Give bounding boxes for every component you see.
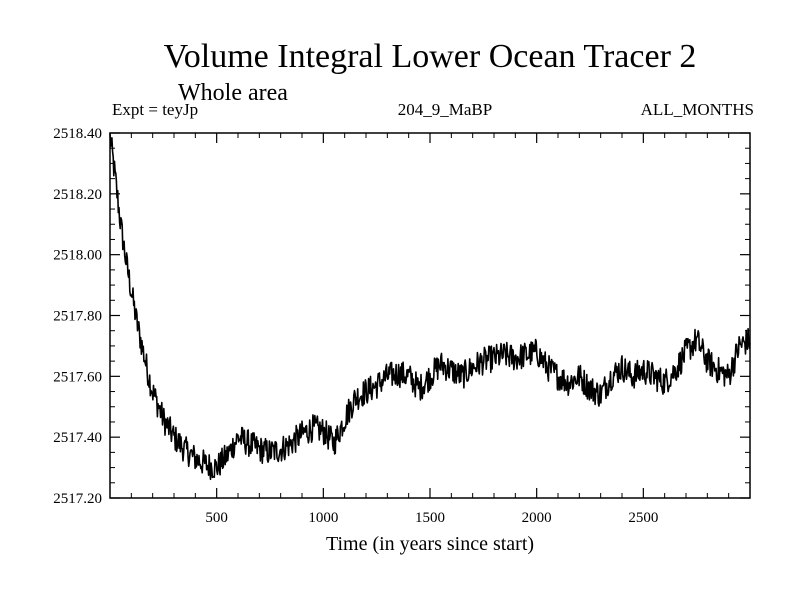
chart-axes <box>109 132 751 499</box>
x-tick-label: 1500 <box>415 510 445 526</box>
chart-tick-labels: 500 1000 1500 2000 2500 2517.20 2517.40 2517.60… <box>53 126 658 526</box>
chart-series <box>109 132 751 481</box>
chart-title: Volume Integral Lower Ocean Tracer 2 <box>163 38 697 75</box>
y-tick-label: 2517.20 <box>53 491 102 507</box>
x-tick-label: 1000 <box>308 510 338 526</box>
x-tick-label: 2000 <box>522 510 552 526</box>
x-tick-label: 500 <box>205 510 228 526</box>
x-tick-label: 2500 <box>628 510 658 526</box>
x-axis-label: Time (in years since start) <box>326 533 534 555</box>
y-tick-label: 2517.80 <box>53 309 102 325</box>
chart-subtitle: Whole area <box>178 80 288 106</box>
experiment-label: Expt = teyJp <box>112 100 199 119</box>
period-label: 204_9_MaBP <box>397 100 493 119</box>
y-tick-label: 2518.20 <box>53 187 102 203</box>
y-tick-label: 2517.60 <box>53 369 102 385</box>
chart-ticks <box>110 132 750 499</box>
months-label: ALL_MONTHS <box>640 100 754 119</box>
y-tick-label: 2517.40 <box>53 430 102 446</box>
y-tick-label: 2518.00 <box>53 248 102 264</box>
y-tick-label: 2518.40 <box>53 126 102 142</box>
series-line-teyJp <box>109 132 751 481</box>
plot-frame <box>109 132 751 499</box>
